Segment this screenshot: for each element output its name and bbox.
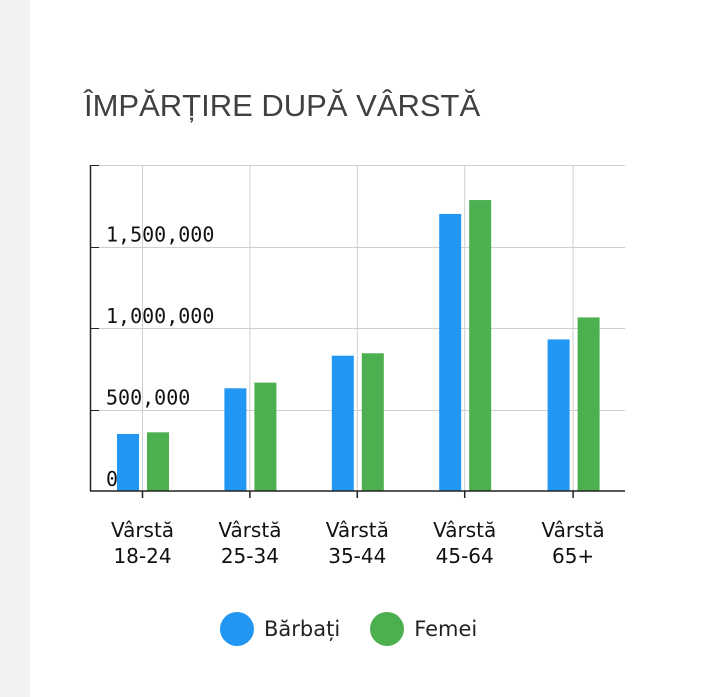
chart-axes bbox=[89, 165, 625, 498]
chart-bars bbox=[117, 200, 600, 492]
x-tick-labels: Vârstă 18-24 Vârstă 25-34 Vârstă 35-44 Vârstă 4… bbox=[111, 518, 605, 568]
x-tick-label: Vârstă 65+ bbox=[542, 518, 605, 568]
y-tick-label: 1,500,000 bbox=[106, 223, 214, 247]
legend-label-barbati: Bărbați bbox=[264, 617, 341, 641]
chart-legend: Bărbați Femei bbox=[220, 612, 507, 646]
chart-grid bbox=[90, 165, 625, 491]
legend-label-femei: Femei bbox=[414, 617, 478, 641]
chart-title: ÎMPĂRȚIRE DUPĂ VÂRSTĂ bbox=[84, 88, 481, 123]
bar-femei bbox=[361, 353, 384, 491]
bar-barbati bbox=[224, 388, 247, 491]
y-tick-label: 0 bbox=[106, 467, 118, 491]
legend-swatch-femei bbox=[370, 612, 405, 646]
left-sidebar-strip bbox=[0, 0, 30, 697]
legend-item-barbati[interactable]: Bărbați bbox=[220, 612, 340, 646]
bar-femei bbox=[254, 382, 277, 491]
x-tick-label: Vârstă 25-34 bbox=[218, 518, 281, 568]
bar-femei bbox=[147, 432, 169, 491]
bar-barbati bbox=[439, 213, 462, 491]
y-tick-label: 500,000 bbox=[106, 386, 190, 410]
bar-barbati bbox=[547, 339, 570, 491]
x-tick-label: Vârstă 18-24 bbox=[111, 518, 174, 568]
y-tick-label: 1,000,000 bbox=[106, 304, 214, 328]
legend-swatch-barbati bbox=[220, 612, 254, 646]
y-tick-labels: 0 500,000 1,000,000 1,500,000 bbox=[106, 223, 214, 492]
x-tick-label: Vârstă 45-64 bbox=[433, 518, 496, 568]
bar-femei bbox=[577, 317, 600, 491]
bar-barbati bbox=[117, 433, 139, 491]
x-tick-label: Vârstă 35-44 bbox=[326, 518, 389, 568]
legend-item-femei[interactable]: Femei bbox=[370, 612, 477, 646]
bar-barbati bbox=[331, 355, 354, 491]
bar-femei bbox=[469, 200, 492, 492]
